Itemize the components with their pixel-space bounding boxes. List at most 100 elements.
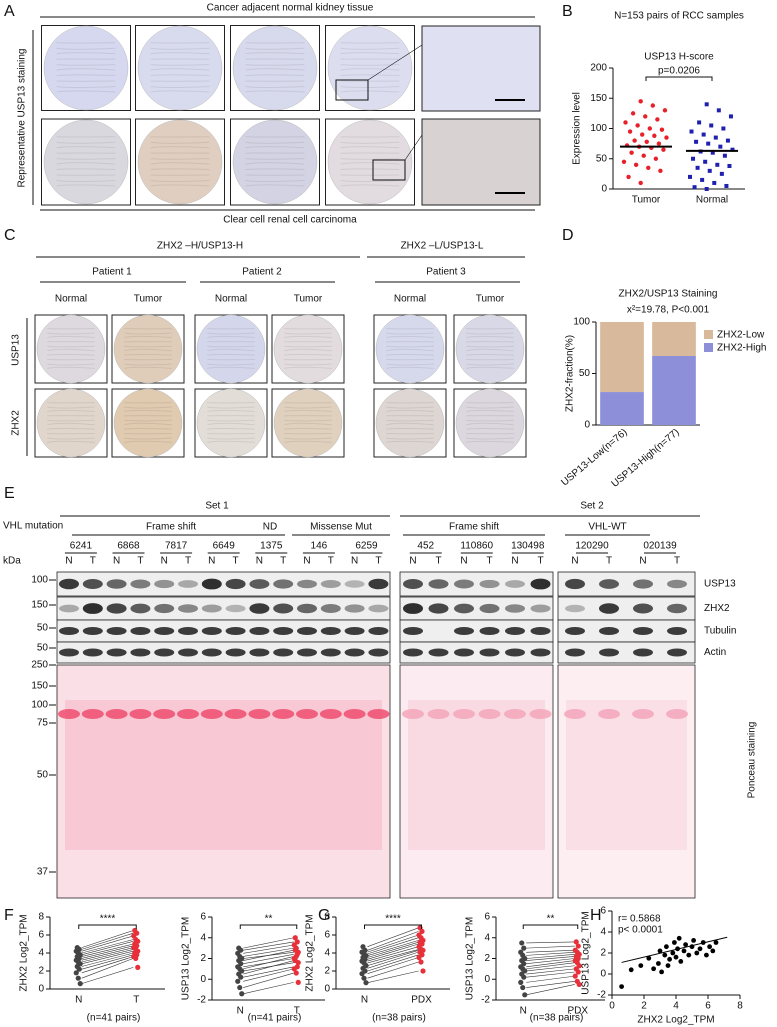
blot-band xyxy=(565,648,585,657)
tissue-texture xyxy=(124,353,172,356)
blot-band xyxy=(320,579,341,589)
tissue-texture xyxy=(466,419,514,422)
blot-band xyxy=(403,627,423,635)
x-tick-label: 0 xyxy=(609,1001,615,1012)
tissue-core xyxy=(327,119,413,205)
ponceau-band xyxy=(564,709,586,719)
chart-subtitle: (n=41 pairs) xyxy=(248,1013,302,1024)
row-label: Representative USP13 staining xyxy=(17,49,28,188)
tissue-texture xyxy=(284,366,332,369)
panel-label: F xyxy=(4,907,14,924)
data-point xyxy=(716,108,721,113)
y-tick-label: 0 xyxy=(601,184,607,195)
data-point xyxy=(659,127,665,132)
data-point xyxy=(239,991,245,997)
y-tick-label: 0 xyxy=(200,974,206,985)
data-point xyxy=(709,123,714,128)
blot-band xyxy=(201,578,222,590)
chart-subtitle: (n=41 pairs) xyxy=(87,1013,141,1024)
data-point xyxy=(644,139,649,145)
x-tick-label: N xyxy=(520,1006,527,1017)
ponceau-band xyxy=(177,709,199,719)
data-point xyxy=(713,940,719,945)
ponceau-band xyxy=(129,709,152,719)
tissue-core xyxy=(43,119,129,205)
data-point xyxy=(650,103,656,108)
data-point xyxy=(647,126,652,131)
data-point xyxy=(704,952,709,958)
blot-band xyxy=(344,648,365,657)
bar-segment xyxy=(652,355,696,425)
y-axis-label: ZHX2 Log2_TPM xyxy=(305,914,316,991)
marker-label: 100 xyxy=(31,700,48,711)
data-point xyxy=(721,126,726,131)
patient-label: Patient 2 xyxy=(242,267,282,278)
column-label: Normal xyxy=(394,294,426,305)
tissue-texture xyxy=(150,162,210,165)
data-point xyxy=(664,135,669,140)
panel-caption: Clear cell renal cell carcinoma xyxy=(223,215,357,226)
pair-line xyxy=(526,956,575,961)
ponceau-band xyxy=(248,709,271,719)
y-axis-label: ZHX2-fraction(%) xyxy=(565,335,576,412)
group-label: Frame shift xyxy=(146,522,196,533)
blot-band xyxy=(249,603,270,614)
tissue-texture xyxy=(207,437,255,440)
lane-label: T xyxy=(233,556,239,567)
tissue-core xyxy=(36,314,106,384)
ponceau-band xyxy=(666,709,688,719)
blot-band xyxy=(633,648,653,657)
data-point xyxy=(695,165,700,170)
tissue-texture xyxy=(47,409,95,412)
tissue-texture xyxy=(340,179,400,183)
pair-line xyxy=(81,952,134,967)
data-point xyxy=(418,959,424,965)
blot-strip xyxy=(557,641,696,664)
tissue-texture xyxy=(340,90,400,93)
tissue-texture xyxy=(47,366,95,369)
data-point xyxy=(238,974,244,980)
tissue-texture xyxy=(245,74,305,77)
legend-swatch xyxy=(704,330,713,339)
tissue-texture xyxy=(150,74,210,77)
blot-band xyxy=(225,648,246,657)
tissue-texture xyxy=(207,419,255,422)
blot-band xyxy=(154,603,175,614)
row-label: USP13 xyxy=(11,334,22,366)
data-point xyxy=(670,950,676,956)
pair-line xyxy=(243,941,294,951)
y-tick-label: 6 xyxy=(600,906,606,917)
lane-label: N xyxy=(208,556,215,567)
sample-label: 452 xyxy=(417,541,434,552)
row-title: VHL mutation xyxy=(3,521,63,532)
x-tick-label: N xyxy=(237,1006,244,1017)
data-point xyxy=(521,945,527,951)
data-point xyxy=(704,102,709,107)
pair-line xyxy=(243,956,294,970)
pair-line xyxy=(367,954,419,972)
data-point xyxy=(520,984,526,991)
blot-band xyxy=(130,648,151,657)
data-point xyxy=(420,968,426,974)
tissue-texture xyxy=(386,440,434,443)
y-tick-label: -2 xyxy=(481,995,490,1006)
data-point xyxy=(573,939,579,945)
significance-bracket xyxy=(645,76,713,81)
pair-line xyxy=(526,941,575,944)
tissue-texture xyxy=(47,427,95,430)
sample-label: 6259 xyxy=(355,541,378,552)
data-point xyxy=(632,138,637,143)
data-point xyxy=(667,956,672,962)
blot-band xyxy=(505,580,525,588)
pair-line xyxy=(81,950,134,965)
pair-line xyxy=(243,947,294,957)
group-label: ND xyxy=(263,522,277,533)
tissue-texture xyxy=(245,162,305,165)
blot-band xyxy=(320,627,341,635)
tissue-texture xyxy=(207,335,255,338)
blot-band xyxy=(154,648,175,657)
data-point xyxy=(76,966,82,972)
tissue-texture xyxy=(466,332,514,335)
data-point xyxy=(652,133,657,138)
data-point xyxy=(713,135,718,140)
